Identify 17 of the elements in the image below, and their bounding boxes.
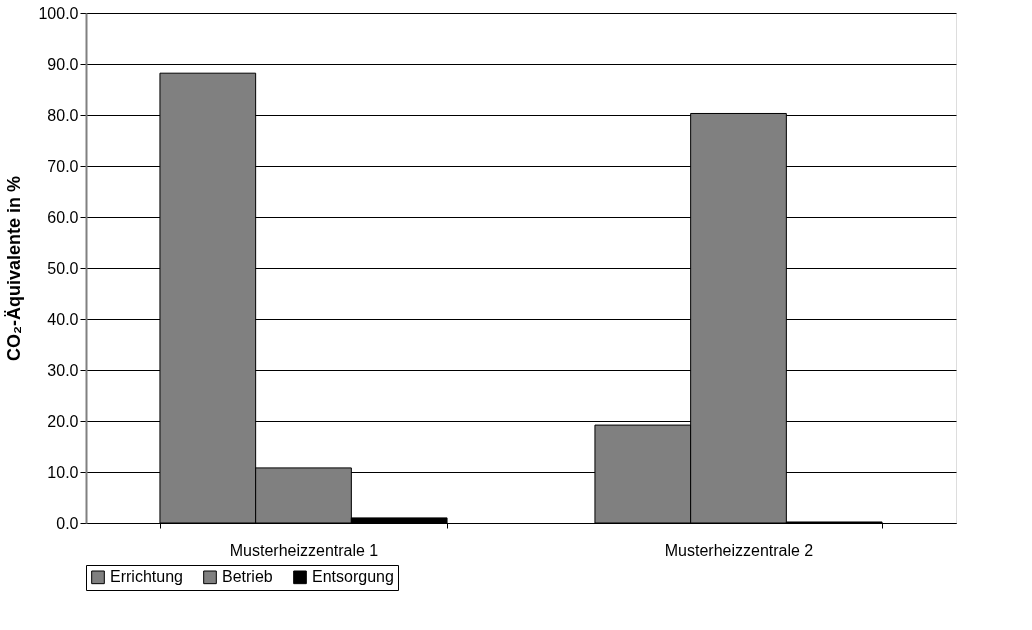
y-axis-title: CO₂-Äquivalente in % xyxy=(4,175,25,362)
y-tick-label: 10.0 xyxy=(47,463,79,481)
y-tick-label: 70.0 xyxy=(47,157,79,175)
y-tick-label: 90.0 xyxy=(47,55,79,73)
y-tick-label: 20.0 xyxy=(47,412,79,430)
y-tick-label: 50.0 xyxy=(47,259,79,277)
y-tick-label: 40.0 xyxy=(47,310,79,328)
legend-label: Betrieb xyxy=(222,568,273,586)
legend-label: Errichtung xyxy=(110,568,183,586)
x-tick-label: Musterheizzentrale 2 xyxy=(664,541,814,559)
y-tick-label: 60.0 xyxy=(47,208,79,226)
y-tick-label: 30.0 xyxy=(47,361,79,379)
x-tick-label: Musterheizzentrale 1 xyxy=(229,541,379,559)
legend-label: Entsorgung xyxy=(312,568,394,586)
y-tick-label: 80.0 xyxy=(47,106,79,124)
y-tick-label: 0.0 xyxy=(56,514,79,532)
y-tick-label: 100.0 xyxy=(38,4,79,22)
